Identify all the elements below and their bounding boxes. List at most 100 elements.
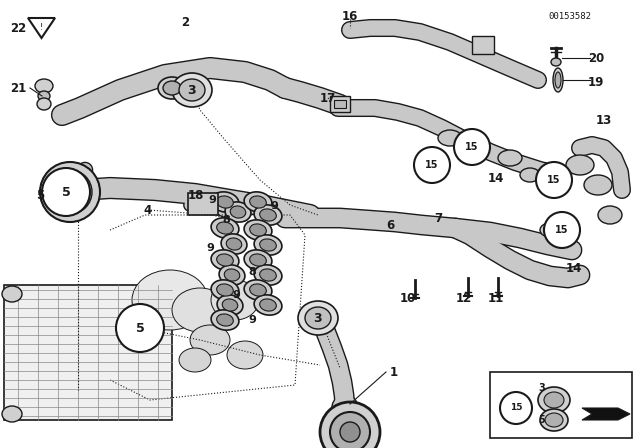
Text: 8: 8 bbox=[248, 267, 256, 277]
Circle shape bbox=[536, 162, 572, 198]
Ellipse shape bbox=[217, 284, 234, 296]
Text: 14: 14 bbox=[566, 262, 582, 275]
Text: 9: 9 bbox=[232, 290, 240, 300]
Text: 15: 15 bbox=[509, 404, 522, 413]
Ellipse shape bbox=[553, 68, 563, 92]
Ellipse shape bbox=[217, 222, 234, 234]
Ellipse shape bbox=[254, 205, 282, 225]
Circle shape bbox=[320, 402, 380, 448]
Ellipse shape bbox=[250, 254, 266, 266]
Ellipse shape bbox=[260, 209, 276, 221]
Ellipse shape bbox=[172, 73, 212, 107]
Text: 7: 7 bbox=[434, 211, 442, 224]
Ellipse shape bbox=[598, 206, 622, 224]
Circle shape bbox=[40, 162, 100, 222]
Text: 17: 17 bbox=[320, 91, 336, 104]
Text: 19: 19 bbox=[588, 76, 604, 89]
Ellipse shape bbox=[250, 284, 266, 296]
Ellipse shape bbox=[538, 387, 570, 413]
Ellipse shape bbox=[217, 314, 234, 326]
Ellipse shape bbox=[217, 254, 234, 266]
Ellipse shape bbox=[244, 192, 272, 212]
Ellipse shape bbox=[254, 295, 282, 315]
Ellipse shape bbox=[222, 299, 237, 311]
Text: 00153582: 00153582 bbox=[548, 12, 591, 21]
Text: 3: 3 bbox=[314, 311, 323, 324]
Ellipse shape bbox=[260, 239, 276, 251]
Ellipse shape bbox=[298, 301, 338, 335]
Text: 12: 12 bbox=[456, 292, 472, 305]
Text: 8: 8 bbox=[222, 215, 230, 225]
Text: 9: 9 bbox=[248, 315, 256, 325]
Ellipse shape bbox=[244, 220, 272, 240]
Ellipse shape bbox=[179, 79, 205, 101]
Text: 22: 22 bbox=[10, 22, 26, 34]
Circle shape bbox=[56, 178, 84, 206]
Ellipse shape bbox=[38, 91, 50, 101]
Circle shape bbox=[340, 422, 360, 442]
Circle shape bbox=[414, 147, 450, 183]
Text: 6: 6 bbox=[386, 219, 394, 232]
Bar bbox=[188, 193, 218, 215]
Ellipse shape bbox=[2, 286, 22, 302]
Ellipse shape bbox=[244, 280, 272, 300]
Text: 5: 5 bbox=[36, 189, 44, 202]
Ellipse shape bbox=[163, 81, 181, 95]
Ellipse shape bbox=[158, 77, 186, 99]
Ellipse shape bbox=[217, 295, 243, 315]
Text: 10: 10 bbox=[400, 292, 416, 305]
Ellipse shape bbox=[260, 269, 276, 281]
Ellipse shape bbox=[551, 58, 561, 66]
Ellipse shape bbox=[254, 265, 282, 285]
Ellipse shape bbox=[260, 299, 276, 311]
Ellipse shape bbox=[211, 280, 259, 320]
Ellipse shape bbox=[230, 206, 246, 218]
Text: 1: 1 bbox=[390, 366, 398, 379]
Ellipse shape bbox=[584, 175, 612, 195]
Text: 2: 2 bbox=[181, 16, 189, 29]
Ellipse shape bbox=[211, 218, 239, 238]
Circle shape bbox=[544, 212, 580, 248]
Ellipse shape bbox=[227, 238, 242, 250]
Text: 18: 18 bbox=[188, 189, 204, 202]
Ellipse shape bbox=[2, 406, 22, 422]
Ellipse shape bbox=[227, 341, 263, 369]
Text: 15: 15 bbox=[556, 225, 569, 235]
Bar bbox=[490, 372, 632, 438]
Ellipse shape bbox=[219, 265, 245, 285]
Ellipse shape bbox=[179, 348, 211, 372]
Ellipse shape bbox=[520, 168, 540, 182]
Text: 5: 5 bbox=[61, 185, 70, 198]
Ellipse shape bbox=[221, 234, 247, 254]
Ellipse shape bbox=[224, 269, 240, 281]
Text: 15: 15 bbox=[465, 142, 479, 152]
Text: 14: 14 bbox=[488, 172, 504, 185]
Ellipse shape bbox=[555, 72, 561, 88]
Ellipse shape bbox=[438, 130, 462, 146]
Ellipse shape bbox=[211, 250, 239, 270]
Text: 3: 3 bbox=[539, 383, 545, 393]
Bar bbox=[334, 100, 346, 108]
Text: 21: 21 bbox=[10, 82, 26, 95]
Circle shape bbox=[500, 392, 532, 424]
Ellipse shape bbox=[244, 250, 272, 270]
Ellipse shape bbox=[217, 196, 234, 208]
Ellipse shape bbox=[225, 202, 251, 222]
Ellipse shape bbox=[172, 288, 228, 332]
Ellipse shape bbox=[545, 413, 563, 427]
Text: 13: 13 bbox=[596, 113, 612, 126]
Ellipse shape bbox=[211, 280, 239, 300]
Text: !: ! bbox=[40, 22, 43, 31]
Ellipse shape bbox=[250, 224, 266, 236]
Ellipse shape bbox=[37, 98, 51, 110]
Circle shape bbox=[48, 170, 92, 214]
Ellipse shape bbox=[498, 150, 522, 166]
Ellipse shape bbox=[566, 155, 594, 175]
Text: 4: 4 bbox=[144, 203, 152, 216]
Text: 20: 20 bbox=[588, 52, 604, 65]
Ellipse shape bbox=[190, 325, 230, 355]
Bar bbox=[472, 36, 494, 54]
Ellipse shape bbox=[305, 307, 331, 329]
Text: 16: 16 bbox=[342, 9, 358, 22]
Polygon shape bbox=[582, 408, 630, 420]
